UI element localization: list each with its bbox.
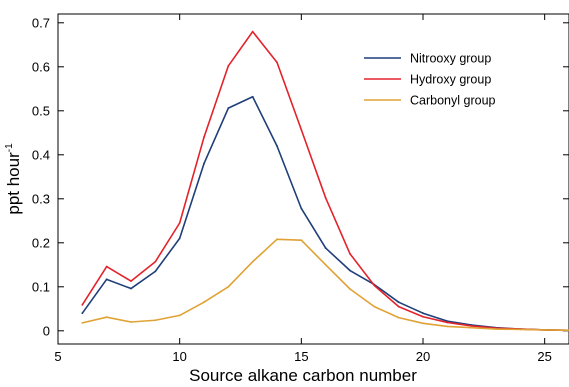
- data-point: [397, 301, 400, 304]
- data-point: [178, 314, 181, 317]
- legend: Nitrooxy group Hydroxy group Carbonyl grou…: [364, 52, 496, 108]
- data-point: [81, 303, 84, 306]
- data-point: [324, 263, 327, 266]
- series-line-carbonyl-group: [82, 238, 569, 332]
- x-tick-label: 15: [294, 349, 308, 364]
- data-point: [446, 321, 449, 324]
- data-point: [105, 265, 108, 268]
- data-point: [154, 260, 157, 263]
- legend-label: Nitrooxy group: [410, 52, 491, 66]
- data-point: [300, 207, 303, 210]
- data-point: [251, 30, 254, 33]
- data-point: [446, 325, 449, 328]
- data-point: [203, 136, 205, 139]
- data-point: [470, 325, 473, 327]
- data-point: [130, 280, 132, 282]
- data-point: [300, 239, 303, 242]
- legend-label: Hydroxy group: [410, 73, 491, 87]
- x-tick-label: 20: [416, 349, 430, 364]
- x-tick-label: 5: [54, 349, 61, 364]
- data-point: [349, 252, 351, 255]
- series-group: [81, 30, 569, 332]
- x-tick-label: 25: [537, 349, 551, 364]
- data-point: [203, 162, 205, 165]
- plot-area: [57, 13, 569, 345]
- x-tick-label: 10: [172, 349, 186, 364]
- data-point: [105, 316, 108, 319]
- data-point: [349, 288, 351, 290]
- y-axis-title-superscript: -1: [4, 143, 15, 152]
- data-point: [422, 315, 424, 318]
- data-point: [81, 321, 84, 324]
- data-point: [422, 322, 424, 325]
- data-point: [422, 312, 424, 315]
- y-axis-title: ppt hour-1: [4, 143, 23, 215]
- y-tick-label: 0.5: [32, 103, 50, 118]
- data-point: [276, 238, 278, 241]
- data-point: [130, 287, 132, 290]
- data-point: [300, 128, 303, 131]
- y-axis: 0 0.1 0.2 0.3 0.4 0.5 0.6 0.7: [32, 15, 569, 338]
- data-point: [130, 321, 132, 323]
- data-point: [543, 329, 546, 331]
- y-tick-label: 0: [43, 323, 50, 338]
- data-point: [105, 278, 108, 281]
- plot-frame: [57, 13, 569, 345]
- data-point: [276, 61, 278, 64]
- data-point: [178, 237, 181, 240]
- series-line-nitrooxy-group: [81, 95, 569, 332]
- y-tick-label: 0.2: [32, 235, 50, 250]
- data-point: [81, 312, 84, 315]
- data-point: [397, 305, 400, 308]
- data-point: [519, 328, 522, 331]
- data-point: [373, 284, 376, 287]
- y-tick-label: 0.4: [32, 147, 50, 162]
- x-axis-title: Source alkane carbon number: [189, 366, 417, 385]
- data-point: [251, 260, 254, 263]
- data-point: [373, 305, 376, 308]
- data-point: [397, 316, 400, 319]
- data-point: [227, 107, 230, 110]
- data-point: [154, 319, 157, 322]
- y-axis-title-text: ppt hour: [4, 152, 23, 215]
- data-point: [495, 328, 497, 330]
- data-point: [349, 269, 351, 272]
- series-line-hydroxy-group: [81, 30, 569, 332]
- data-point: [324, 197, 327, 199]
- data-point: [324, 247, 327, 249]
- x-axis: 5 10 15 20 25: [54, 14, 552, 364]
- y-tick-label: 0.6: [32, 59, 50, 74]
- legend-label: Carbonyl group: [410, 94, 496, 108]
- data-point: [178, 222, 181, 224]
- data-point: [276, 145, 278, 147]
- y-tick-label: 0.7: [32, 15, 50, 30]
- data-point: [154, 270, 157, 273]
- data-point: [251, 95, 254, 98]
- y-tick-label: 0.1: [32, 279, 50, 294]
- y-tick-label: 0.3: [32, 191, 50, 206]
- data-point: [203, 301, 205, 304]
- data-point: [470, 326, 473, 329]
- data-point: [227, 65, 230, 67]
- data-point: [227, 285, 230, 288]
